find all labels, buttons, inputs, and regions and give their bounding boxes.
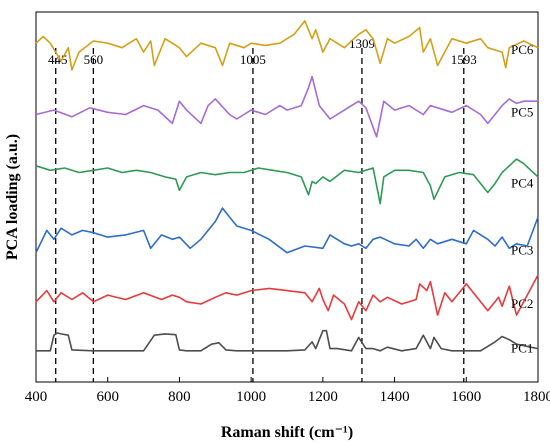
series-line-pc1 bbox=[36, 329, 539, 352]
series-line-pc4 bbox=[35, 158, 539, 205]
x-axis: 400 600 800 1000 1200 1400 1600 1800 bbox=[25, 377, 550, 405]
peak-label-560: 560 bbox=[84, 52, 104, 67]
x-tick-label-4: 1200 bbox=[308, 389, 338, 405]
y-axis-title: PCA loading (a.u.) bbox=[4, 134, 21, 260]
plot-frame bbox=[35, 11, 539, 383]
x-tick-label-6: 1600 bbox=[451, 389, 481, 405]
x-tick-label-3: 1000 bbox=[236, 389, 266, 405]
x-tick-label-5: 1400 bbox=[380, 389, 410, 405]
x-tick-label-2: 800 bbox=[168, 389, 191, 405]
series-label-pc2: PC2 bbox=[511, 296, 533, 311]
x-tick-label-0: 400 bbox=[25, 389, 48, 405]
series-label-pc3: PC3 bbox=[511, 242, 533, 257]
series-label-pc1: PC1 bbox=[511, 341, 533, 356]
series-label-pc6: PC6 bbox=[511, 42, 534, 57]
x-tick-label-1: 600 bbox=[96, 389, 119, 405]
series-line-pc6 bbox=[35, 20, 539, 71]
peak-label-1593: 1593 bbox=[451, 52, 477, 67]
series-line-pc2 bbox=[35, 274, 539, 321]
peak-label-1005: 1005 bbox=[240, 52, 266, 67]
peak-label-445: 445 bbox=[48, 52, 68, 67]
x-axis-title: Raman shift (cm⁻¹) bbox=[221, 424, 353, 441]
series-label-pc5: PC5 bbox=[511, 104, 533, 119]
reference-lines: 445 560 1005 1309 1593 bbox=[48, 36, 477, 382]
series-line-pc3 bbox=[35, 207, 539, 254]
series-group: PC1 PC2 PC3 PC4 PC5 PC6 bbox=[35, 20, 539, 356]
x-tick-label-7: 1800 bbox=[523, 389, 550, 405]
peak-label-1309: 1309 bbox=[349, 36, 375, 51]
series-label-pc4: PC4 bbox=[511, 176, 534, 191]
series-line-pc5 bbox=[35, 75, 538, 138]
